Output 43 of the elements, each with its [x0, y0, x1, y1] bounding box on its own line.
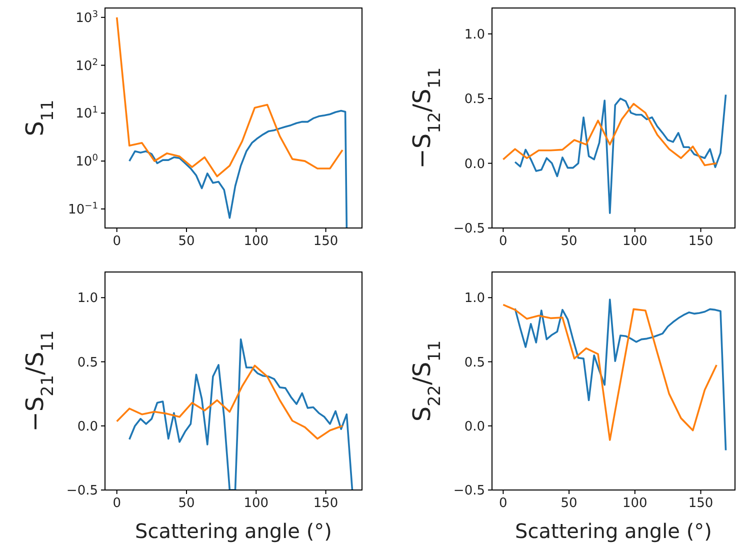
x-tick-label: 100: [622, 234, 648, 249]
x-axis-title: Scattering angle (°): [135, 519, 332, 543]
x-tick-label: 50: [178, 234, 195, 249]
x-tick-label: 50: [560, 234, 578, 249]
y-tick-label: 0.5: [77, 355, 98, 370]
y-tick-label: 0.5: [464, 355, 485, 370]
x-tick-label: 0: [112, 234, 121, 249]
line-series: [116, 364, 344, 440]
line-series: [128, 338, 354, 490]
y-tick-label: −0.5: [453, 484, 485, 499]
line-series: [514, 298, 727, 452]
x-tick-label: 100: [244, 234, 269, 249]
x-axis-title: Scattering angle (°): [515, 519, 712, 543]
line-series: [502, 102, 718, 166]
x-tick-label: 50: [178, 496, 195, 511]
y-tick-label: 0.0: [77, 419, 98, 434]
x-tick-label: 150: [313, 234, 338, 249]
x-tick-label: 150: [313, 496, 338, 511]
line-series: [128, 110, 348, 228]
x-tick-label: 150: [688, 496, 714, 511]
line-series: [116, 16, 344, 178]
line-series: [502, 304, 718, 441]
y-tick-label: 0.0: [464, 419, 485, 434]
y-tick-label: 0.5: [464, 92, 485, 108]
y-tick-label: 1.0: [464, 27, 485, 42]
y-tick-label: 10$^{−1}$: [68, 201, 98, 218]
y-tick-label: 1.0: [77, 291, 98, 306]
x-tick-label: 100: [622, 496, 648, 511]
x-tick-label: 0: [499, 496, 508, 511]
y-tick-label: −0.5: [453, 222, 485, 237]
x-tick-label: 50: [560, 496, 578, 511]
x-tick-label: 0: [499, 234, 508, 249]
y-tick-label: 10$^{2}$: [76, 58, 98, 74]
y-tick-label: 0.0: [464, 156, 485, 172]
x-tick-label: 150: [688, 234, 714, 249]
y-tick-label: −0.5: [66, 484, 98, 499]
y-tick-label: 10$^{0}$: [76, 154, 98, 170]
x-tick-label: 100: [244, 496, 269, 511]
line-series: [514, 94, 727, 214]
y-tick-label: 10$^{1}$: [76, 106, 98, 122]
y-tick-label: 1.0: [464, 291, 485, 306]
x-tick-label: 0: [112, 496, 121, 511]
y-tick-label: 10$^{3}$: [76, 10, 98, 26]
